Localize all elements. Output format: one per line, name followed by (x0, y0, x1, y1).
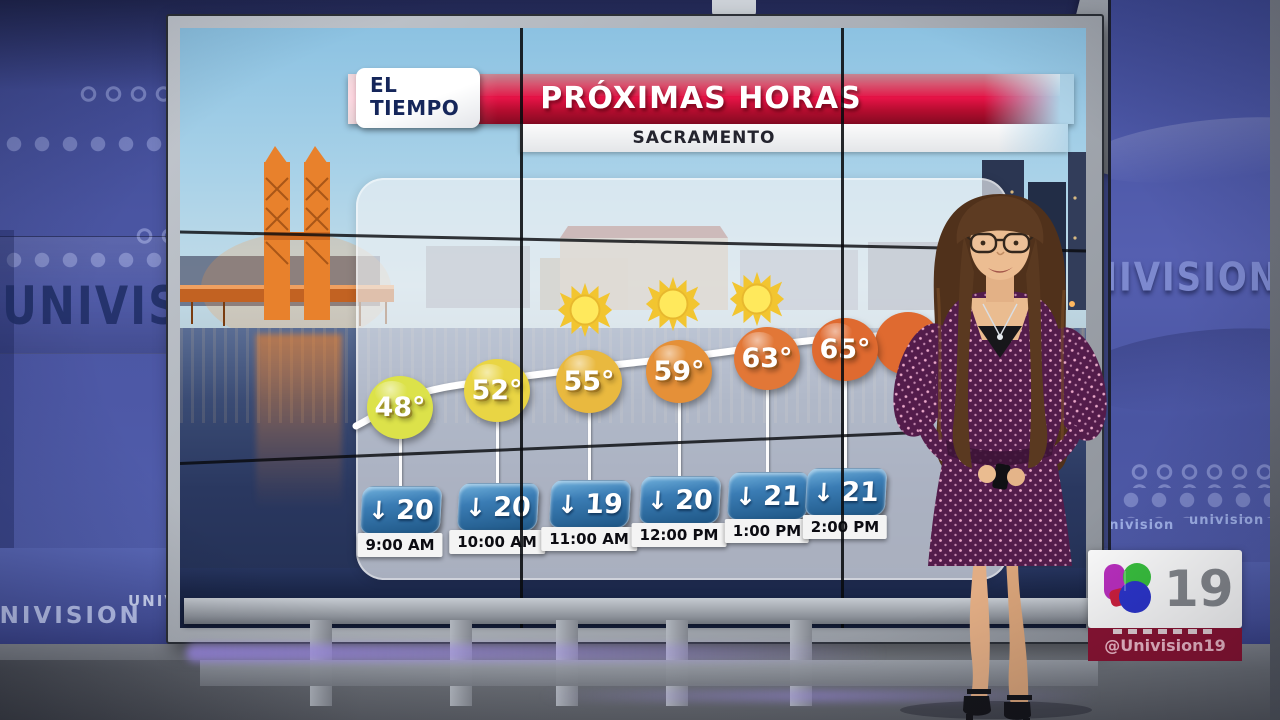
wind-value: 20 (674, 484, 714, 516)
wall-brand-text: univision (1109, 518, 1175, 533)
down-arrow-icon: ↓ (464, 492, 487, 522)
wall-stand-beam (184, 598, 1098, 624)
temp-bubble: 65° (812, 318, 878, 381)
wall-sheen (1111, 106, 1275, 194)
temp-bubble: 63° (734, 327, 800, 390)
wind-value: 21 (762, 480, 802, 512)
wall-edge (0, 230, 14, 650)
wind-indicator: ↓ 20 (638, 476, 722, 524)
sun-icon (645, 276, 701, 332)
wall-seam (520, 28, 523, 628)
temp-bubble: 55° (556, 350, 622, 413)
down-arrow-icon: ↓ (646, 485, 669, 515)
time-label: 11:00 AM (541, 527, 637, 551)
ceiling-fixture (712, 0, 756, 16)
wind-indicator: ↓ 20 (359, 486, 443, 534)
time-label: 2:00 PM (802, 515, 888, 539)
badge-line1: EL (370, 73, 398, 97)
sun-icon (557, 282, 613, 338)
banner-shine (360, 74, 1060, 96)
wind-indicator: ↓ 20 (456, 483, 540, 531)
wall-edge (1270, 0, 1280, 720)
wind-value: 20 (492, 491, 532, 523)
channel-logo-box: 19 (1088, 550, 1242, 628)
dot-pattern (132, 226, 172, 248)
clipped-text-line (1113, 629, 1217, 634)
wall-sheen (1111, 317, 1275, 423)
time-label: 1:00 PM (724, 519, 810, 543)
wall-seam (841, 28, 844, 628)
studio-wall-right: UNIVISION univision univision (1108, 0, 1275, 562)
column-stem (677, 400, 681, 476)
segment-title: PRÓXIMAS HORAS (540, 81, 862, 116)
down-arrow-icon: ↓ (812, 477, 835, 507)
led-glow (186, 644, 886, 662)
time-label: 9:00 AM (357, 533, 443, 557)
univision-logo-icon (1104, 563, 1151, 613)
led-glow (540, 690, 1100, 702)
weather-presenter (893, 194, 1107, 720)
down-arrow-icon: ↓ (367, 495, 390, 525)
wall-stand-beam (200, 660, 1098, 686)
location-label: SACRAMENTO (632, 128, 776, 148)
wall-brand-text: univision (1189, 513, 1265, 528)
sun-icon (729, 271, 785, 327)
floor-shadow (900, 701, 1092, 719)
column-stem (398, 436, 402, 486)
social-handle: @Univision19 (1104, 636, 1226, 655)
down-arrow-icon: ↓ (556, 489, 579, 519)
channel-number: 19 (1164, 560, 1234, 618)
wall-band (0, 236, 175, 354)
dot-pattern (1127, 462, 1275, 488)
temp-bubble: 48° (367, 376, 433, 439)
column-stem (843, 378, 847, 468)
temp-bubble: 52° (464, 359, 530, 422)
temp-bubble: 59° (646, 340, 712, 403)
glasses (965, 232, 1035, 254)
bridge-reflection (256, 334, 342, 509)
dot-pattern (0, 132, 170, 160)
wind-indicator: ↓ 19 (548, 480, 632, 528)
wall-brand-text: UNIVISION (1111, 255, 1275, 301)
time-label: 12:00 PM (631, 523, 727, 547)
wind-indicator: ↓ 21 (726, 472, 810, 520)
el-tiempo-badge: EL TIEMPO (356, 68, 480, 128)
dot-pattern (0, 248, 170, 276)
badge-line2: TIEMPO (370, 96, 460, 120)
wall-brand-text: UNIVISION (0, 603, 142, 629)
dot-pattern (76, 84, 172, 106)
location-strip (520, 124, 1068, 152)
dot-pattern (1117, 488, 1275, 518)
column-stem (765, 387, 769, 472)
wind-value: 20 (395, 494, 435, 526)
down-arrow-icon: ↓ (734, 481, 757, 511)
social-strip: @Univision19 (1088, 628, 1242, 661)
time-label: 10:00 AM (449, 530, 545, 554)
wind-value: 19 (584, 488, 624, 520)
